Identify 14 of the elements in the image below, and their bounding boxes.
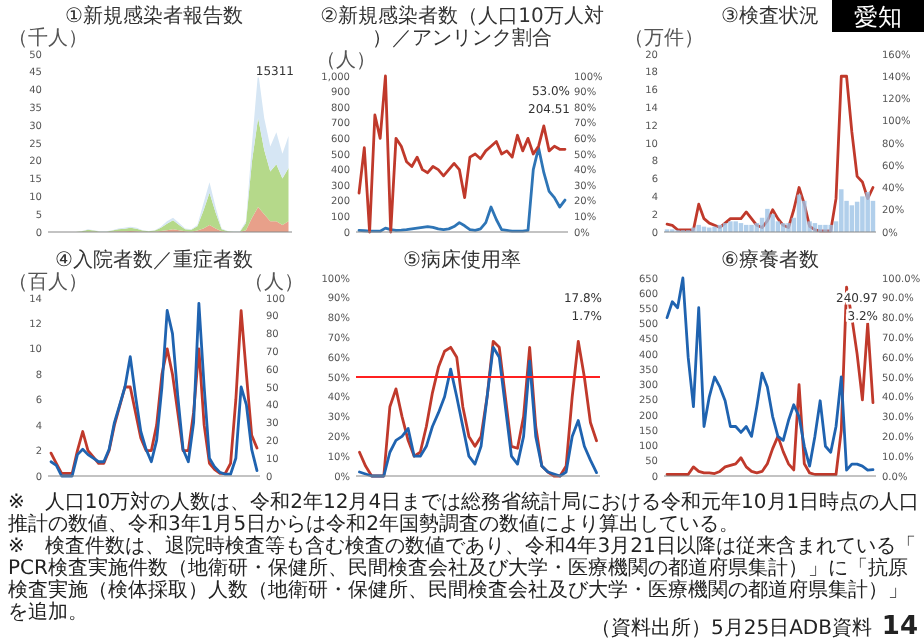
y-axis-title: （万件） [624, 28, 704, 50]
chart-title: ⑤病床使用率 [403, 248, 521, 272]
chart-title: ①新規感染者報告数 [65, 4, 243, 28]
y-axis-title: （百人） [8, 272, 88, 294]
chart-title: ④入院者数／重症者数 [55, 248, 253, 272]
chart-title: ②新規感染者数（人口10万人対）／アンリンク割合 [320, 4, 604, 50]
text: ※ 人口10万対の人数は、令和2年12月4日までは総務省統計局における令和元年10月1日時点の人口推計の数値、令和3年1月5日からは令和2年国勢調査の数値により算出している。 [8, 490, 920, 536]
y2-axis-title: （人） [244, 272, 304, 294]
y-axis-title: （千人） [8, 26, 88, 50]
text: 愛知 [854, 3, 902, 31]
text: 14 [881, 612, 918, 640]
chart-title: ⑥療養者数 [721, 248, 819, 272]
y-axis-title: （人） [316, 50, 376, 72]
chart-title: ③検査状況 [721, 4, 819, 28]
